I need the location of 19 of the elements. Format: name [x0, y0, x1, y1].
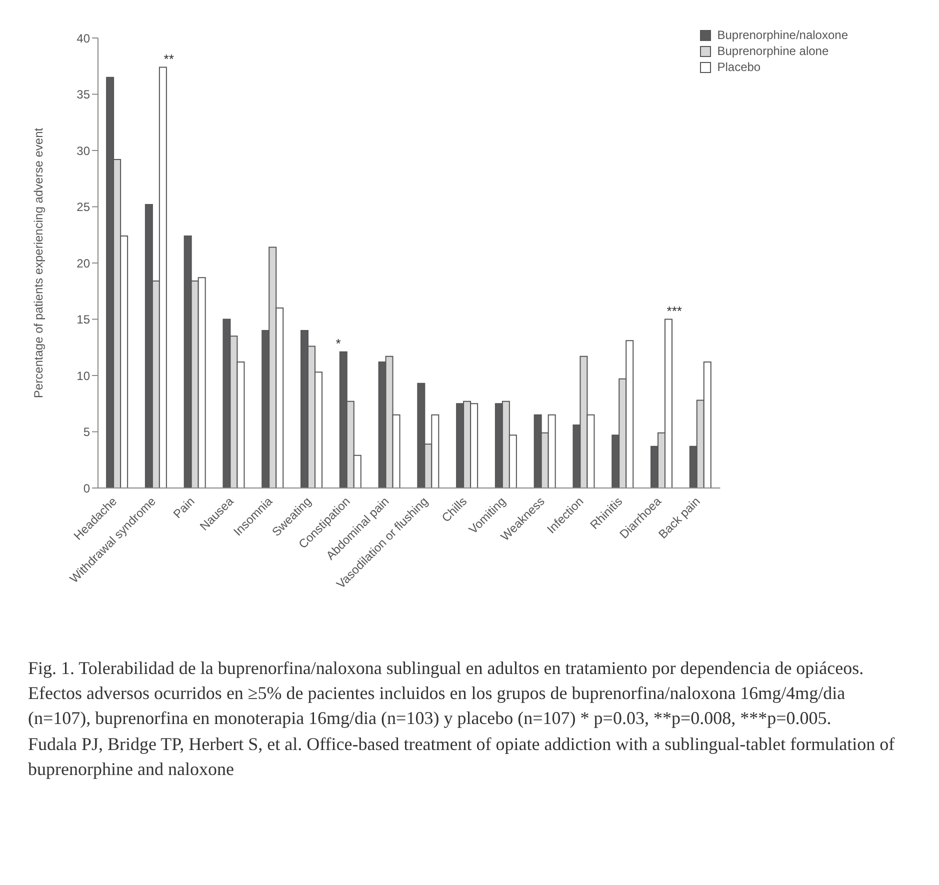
legend-label: Placebo — [717, 60, 761, 74]
y-tick-label: 0 — [83, 481, 90, 496]
x-tick-label: Pain — [170, 494, 198, 522]
y-tick-label: 40 — [76, 31, 90, 46]
y-tick-label: 5 — [83, 425, 90, 440]
annotation: ** — [164, 51, 174, 66]
y-tick-label: 20 — [76, 256, 90, 270]
annotation: * — [336, 336, 341, 351]
y-tick-label: 30 — [76, 144, 90, 158]
y-tick-label: 25 — [76, 200, 90, 214]
y-axis-title: Percentage of patients experiencing adverse event — [31, 127, 46, 398]
annotation: *** — [666, 303, 682, 318]
y-tick-label: 15 — [76, 312, 90, 327]
caption: Fig. 1. Tolerabilidad de la buprenorfina/naloxona sublingual en adultos en tratamiento por dependencia de opiáceos. Efectos adversos ocurridos en ≥5% de pacientes incluidos en los grupos de buprenorfina/naloxona 16mg/4mg/dia (n=107), buprenorfina en monoterapia 16mg/dia (n=103) y placebo (n=107) * p=0.03, **p=0.008, ***p=0.005. — [28, 657, 865, 730]
y-tick-label: 10 — [76, 368, 90, 383]
legend-label: Buprenorphine alone — [717, 44, 829, 58]
y-tick-label: 35 — [76, 88, 90, 102]
text: Fudala PJ, Bridge TP, Herbert S, et al. Office-based treatment of opiate addiction with a sublingual-tablet formulation of buprenorphine and naloxone — [28, 732, 896, 781]
legend-label: Buprenorphine/naloxone — [717, 28, 848, 42]
